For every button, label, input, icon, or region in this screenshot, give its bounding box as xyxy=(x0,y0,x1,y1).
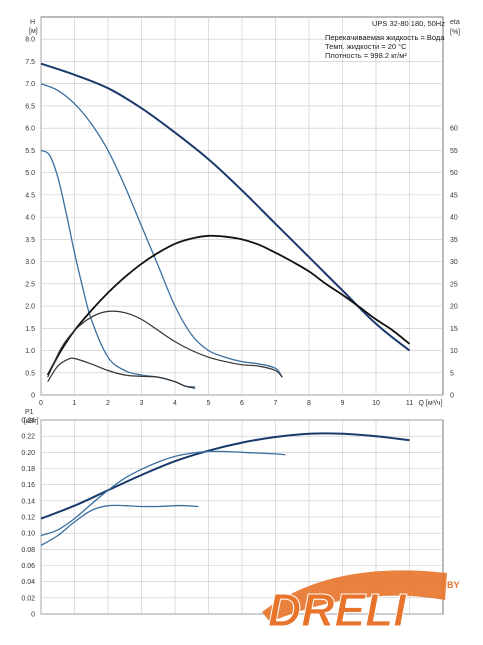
head-curve-1 xyxy=(40,83,283,378)
y-tick-label: 1.0 xyxy=(25,348,35,355)
head-curve-2 xyxy=(40,149,196,388)
y-tick-label: 0.16 xyxy=(21,482,35,489)
y2-tick-label: 30 xyxy=(450,259,458,266)
y-tick-label: 5.0 xyxy=(25,170,35,177)
logo-text: DRELI xyxy=(268,584,407,636)
y-tick-label: 0.10 xyxy=(21,531,35,538)
y-tick-label: 3.5 xyxy=(25,237,35,244)
info-temp: Темп. жидкости = 20 °C xyxy=(325,42,407,51)
power-curve-0 xyxy=(40,432,410,520)
y-tick-label: 0.02 xyxy=(21,595,35,602)
y-tick-label: 0.06 xyxy=(21,563,35,570)
y-tick-label: 4.5 xyxy=(25,192,35,199)
x-tick-label: 0 xyxy=(39,400,43,407)
head-curve-0 xyxy=(40,62,411,352)
x-tick-label: 8 xyxy=(307,400,311,407)
dreli-logo: DRELI BY xyxy=(262,570,460,637)
y-tick-label: 0.12 xyxy=(21,515,35,522)
y-tick-label: 4.0 xyxy=(25,215,35,222)
x-tick-label: 1 xyxy=(73,400,77,407)
y2-tick-label: 40 xyxy=(450,215,458,222)
y-tick-label: 0.5 xyxy=(25,370,35,377)
y2-tick-label: 60 xyxy=(450,126,458,133)
efficiency-curve-4 xyxy=(47,310,283,378)
x-tick-label: 6 xyxy=(240,400,244,407)
y-tick-label: 5.5 xyxy=(25,148,35,155)
y2-tick-label: 45 xyxy=(450,192,458,199)
x-tick-label: 2 xyxy=(106,400,110,407)
y-tick-label: 0.04 xyxy=(21,579,35,586)
x-tick-label: 5 xyxy=(207,400,211,407)
efficiency-curve-3 xyxy=(46,234,411,376)
logo-swoosh xyxy=(262,570,447,622)
y2-tick-label: 50 xyxy=(450,170,458,177)
y2-tick-label: 0 xyxy=(450,393,454,400)
y-tick-label: 3.0 xyxy=(25,259,35,266)
logo-by: BY xyxy=(447,580,460,590)
y-tick-label: 0.18 xyxy=(21,466,35,473)
x-tick-label: 3 xyxy=(140,400,144,407)
y-tick-label: 2.0 xyxy=(25,304,35,311)
power-curve-2 xyxy=(40,504,199,546)
info-liquid: Перекачиваемая жидкость = Вода xyxy=(325,33,445,42)
power-curve-1 xyxy=(40,450,286,537)
x-tick-label: 7 xyxy=(274,400,278,407)
y-tick-label: 7.0 xyxy=(25,81,35,88)
y-tick-label: 2.5 xyxy=(25,281,35,288)
y-tick-label: 6.5 xyxy=(25,103,35,110)
y2-tick-label: 55 xyxy=(450,148,458,155)
x-tick-label: 10 xyxy=(372,400,380,407)
info-box: UPS 32-80 180, 50Hz Перекачиваемая жидко… xyxy=(325,19,445,60)
y-tick-label: 7.5 xyxy=(25,59,35,66)
y-axis-unit: [кВт] xyxy=(24,418,39,425)
x-tick-label: 4 xyxy=(173,400,177,407)
y-tick-label: 0 xyxy=(31,393,35,400)
y-axis-unit: [м] xyxy=(29,28,38,35)
info-density: Плотность = 998.2 кг/м² xyxy=(325,51,407,60)
y-tick-label: 0.22 xyxy=(21,434,35,441)
y-tick-label: 0.24 xyxy=(21,418,35,425)
x-tick-label: 9 xyxy=(341,400,345,407)
y2-tick-label: 20 xyxy=(450,304,458,311)
y2-tick-label: 10 xyxy=(450,348,458,355)
y-tick-label: 0.08 xyxy=(21,547,35,554)
y2-tick-label: 25 xyxy=(450,281,458,288)
y-axis-title: H xyxy=(30,19,35,26)
y2-tick-label: 35 xyxy=(450,237,458,244)
x-axis-title: Q [м³/ч] xyxy=(419,400,443,407)
y2-tick-label: 5 xyxy=(450,370,454,377)
y-tick-label: 0 xyxy=(31,612,35,619)
info-title: UPS 32-80 180, 50Hz xyxy=(372,19,445,28)
y2-axis-title: eta xyxy=(450,19,460,26)
x-tick-label: 11 xyxy=(406,400,413,407)
y2-tick-label: 15 xyxy=(450,326,458,333)
y2-axis-unit: [%] xyxy=(450,29,460,36)
y-tick-label: 0.20 xyxy=(21,450,35,457)
y-tick-label: 8.0 xyxy=(25,37,35,44)
y-tick-label: 1.5 xyxy=(25,326,35,333)
y-tick-label: 0.14 xyxy=(21,498,35,505)
y-tick-label: 6.0 xyxy=(25,126,35,133)
efficiency-curve-5 xyxy=(47,357,196,389)
y-axis-title: P1 xyxy=(25,409,34,416)
